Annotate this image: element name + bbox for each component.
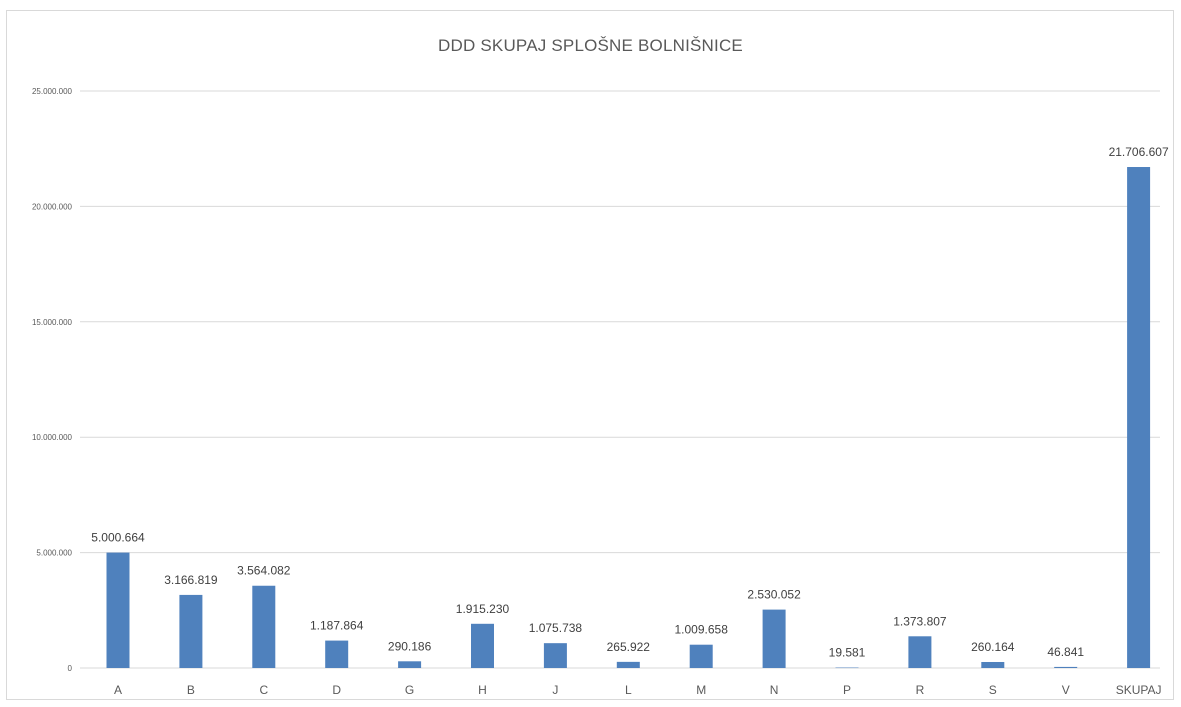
data-label-v: 46.841	[1047, 645, 1084, 659]
data-label-skupaj: 21.706.607	[1109, 145, 1169, 159]
category-label-b: B	[187, 683, 195, 697]
bar-m	[689, 644, 713, 668]
category-label-g: G	[405, 683, 414, 697]
bar-c	[252, 585, 276, 668]
data-label-j: 1.075.738	[529, 621, 583, 635]
data-label-r: 1.373.807	[893, 614, 947, 628]
bar-n	[762, 609, 786, 668]
y-tick-label: 15.000.000	[32, 318, 73, 327]
category-label-d: D	[332, 683, 341, 697]
category-label-p: P	[843, 683, 851, 697]
bar-r	[908, 636, 932, 668]
bar-h	[471, 623, 494, 668]
category-label-m: M	[696, 683, 706, 697]
category-label-n: N	[770, 683, 779, 697]
data-label-n: 2.530.052	[747, 588, 801, 602]
y-tick-label: 0	[68, 664, 73, 673]
bar-j	[543, 643, 567, 668]
category-label-h: H	[478, 683, 487, 697]
gridlines	[80, 90, 1160, 669]
y-tick-label: 20.000.000	[32, 202, 73, 211]
category-label-v: V	[1062, 683, 1070, 697]
bar-v	[1054, 666, 1078, 668]
bar-g	[398, 661, 422, 668]
bar-l	[616, 661, 640, 668]
bar-b	[179, 594, 203, 668]
category-label-c: C	[259, 683, 268, 697]
category-label-a: A	[114, 683, 122, 697]
bar-d	[325, 640, 349, 668]
chart-title: DDD SKUPAJ SPLOŠNE BOLNIŠNICE	[438, 36, 743, 55]
data-label-a: 5.000.664	[91, 531, 145, 545]
data-label-g: 290.186	[388, 639, 432, 653]
y-axis-ticks: 0 5.000.000 10.000.000 15.000.000 20.000.000…	[32, 87, 73, 673]
chart-area	[6, 10, 1174, 700]
category-label-l: L	[625, 683, 632, 697]
data-label-p: 19.581	[829, 646, 866, 660]
data-label-h: 1.915.230	[456, 602, 510, 616]
y-tick-label: 10.000.000	[32, 433, 73, 442]
data-label-b: 3.166.819	[164, 573, 218, 587]
data-label-m: 1.009.658	[675, 623, 729, 637]
data-label-c: 3.564.082	[237, 564, 291, 578]
bar-s	[981, 661, 1005, 668]
category-label-j: J	[552, 683, 558, 697]
category-label-s: S	[989, 683, 997, 697]
bar-skupaj	[1127, 167, 1151, 668]
x-axis-categories: A B C D G H J L M N P R S V SKUPAJ	[114, 683, 1162, 697]
bar-p	[835, 667, 859, 669]
bar-a	[106, 552, 130, 668]
category-label-skupaj: SKUPAJ	[1116, 683, 1162, 697]
y-tick-label: 5.000.000	[36, 549, 72, 558]
data-label-l: 265.922	[607, 640, 651, 654]
y-tick-label: 25.000.000	[32, 87, 73, 96]
bars	[106, 167, 1151, 669]
data-labels: 5.000.664 3.166.819 3.564.082 1.187.864 290.…	[91, 145, 1169, 660]
data-label-s: 260.164	[971, 640, 1015, 654]
category-label-r: R	[916, 683, 925, 697]
data-label-d: 1.187.864	[310, 619, 364, 633]
